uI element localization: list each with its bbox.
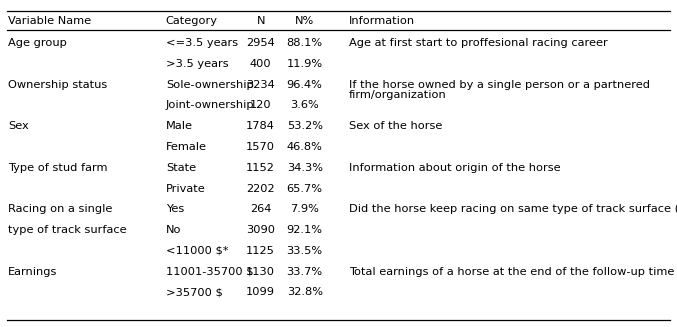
Text: 11001-35700 $: 11001-35700 $	[166, 267, 253, 277]
Text: State: State	[166, 163, 196, 173]
Text: 264: 264	[250, 204, 271, 214]
Text: 88.1%: 88.1%	[286, 38, 323, 48]
Text: Age group: Age group	[8, 38, 67, 48]
Text: Information about origin of the horse: Information about origin of the horse	[349, 163, 561, 173]
Text: 1099: 1099	[246, 287, 275, 297]
Text: type of track surface: type of track surface	[8, 225, 127, 235]
Text: Earnings: Earnings	[8, 267, 58, 277]
Text: 3234: 3234	[246, 80, 275, 90]
Text: Type of stud farm: Type of stud farm	[8, 163, 108, 173]
Text: Sex of the horse: Sex of the horse	[349, 121, 442, 131]
Text: 2954: 2954	[246, 38, 275, 48]
Text: Category: Category	[166, 16, 218, 26]
Text: 46.8%: 46.8%	[287, 142, 322, 152]
Text: 11.9%: 11.9%	[286, 59, 323, 69]
Text: 1152: 1152	[246, 163, 275, 173]
Text: 92.1%: 92.1%	[286, 225, 323, 235]
Text: Ownership status: Ownership status	[8, 80, 108, 90]
Text: 1125: 1125	[246, 246, 275, 256]
Text: Total earnings of a horse at the end of the follow-up time: Total earnings of a horse at the end of …	[349, 267, 674, 277]
Text: Private: Private	[166, 183, 206, 194]
Text: 1570: 1570	[246, 142, 275, 152]
Text: 34.3%: 34.3%	[286, 163, 323, 173]
Text: >3.5 years: >3.5 years	[166, 59, 229, 69]
Text: 3.6%: 3.6%	[290, 100, 319, 111]
Text: Racing on a single: Racing on a single	[8, 204, 112, 214]
Text: 96.4%: 96.4%	[287, 80, 322, 90]
Text: 7.9%: 7.9%	[290, 204, 319, 214]
Text: Variable Name: Variable Name	[8, 16, 91, 26]
Text: 33.5%: 33.5%	[286, 246, 323, 256]
Text: <11000 $*: <11000 $*	[166, 246, 228, 256]
Text: Joint-ownership: Joint-ownership	[166, 100, 255, 111]
Text: 3090: 3090	[246, 225, 275, 235]
Text: 32.8%: 32.8%	[286, 287, 323, 297]
Text: No: No	[166, 225, 181, 235]
Text: <=3.5 years: <=3.5 years	[166, 38, 238, 48]
Text: Sex: Sex	[8, 121, 29, 131]
Text: Age at first start to proffesional racing career: Age at first start to proffesional racin…	[349, 38, 607, 48]
Text: N: N	[257, 16, 265, 26]
Text: Male: Male	[166, 121, 193, 131]
Text: If the horse owned by a single person or a partnered: If the horse owned by a single person or…	[349, 80, 650, 90]
Text: >35700 $: >35700 $	[166, 287, 223, 297]
Text: 33.7%: 33.7%	[286, 267, 323, 277]
Text: 120: 120	[250, 100, 271, 111]
Text: Yes: Yes	[166, 204, 184, 214]
Text: Sole-ownership: Sole-ownership	[166, 80, 254, 90]
Text: Did the horse keep racing on same type of track surface (turf/: Did the horse keep racing on same type o…	[349, 204, 677, 214]
Text: 53.2%: 53.2%	[286, 121, 323, 131]
Text: 1130: 1130	[246, 267, 275, 277]
Text: 65.7%: 65.7%	[286, 183, 323, 194]
Text: 2202: 2202	[246, 183, 275, 194]
Text: Female: Female	[166, 142, 207, 152]
Text: firm/organization: firm/organization	[349, 90, 446, 100]
Text: 1784: 1784	[246, 121, 275, 131]
Text: N%: N%	[295, 16, 314, 26]
Text: 400: 400	[250, 59, 271, 69]
Text: Information: Information	[349, 16, 415, 26]
